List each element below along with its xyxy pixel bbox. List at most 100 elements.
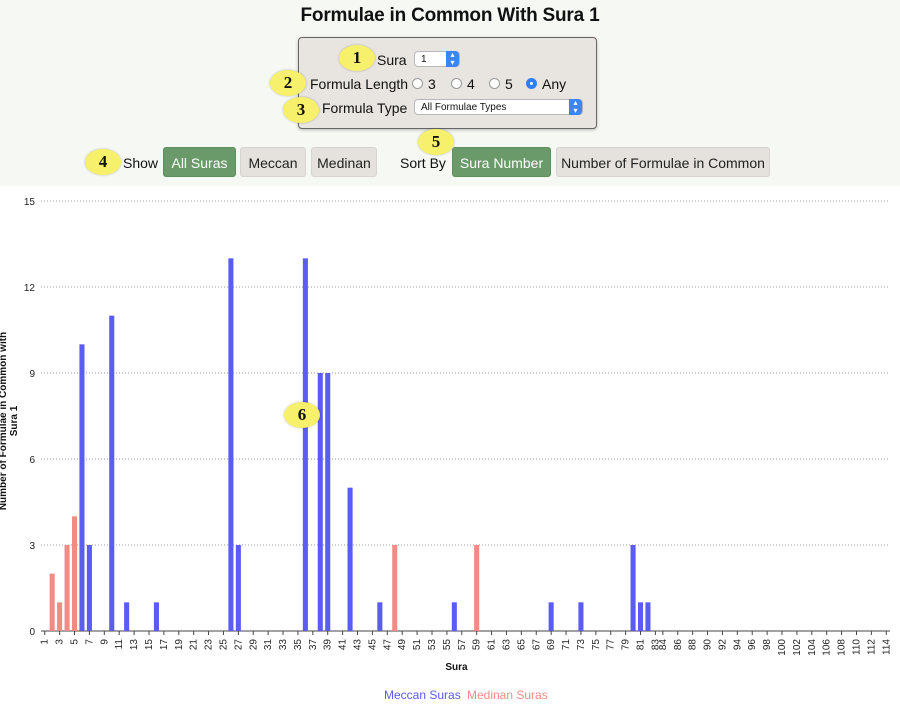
bar xyxy=(451,602,457,631)
select-arrows-icon: ▴ ▾ xyxy=(569,99,582,115)
show-medinan-button[interactable]: Medinan xyxy=(311,147,377,177)
x-tick-label: 86 xyxy=(673,639,684,651)
formula-type-label: Formula Type xyxy=(322,100,408,116)
show-label: Show xyxy=(123,155,159,171)
sura-select-value: 1 xyxy=(421,54,427,65)
badge-2: 2 xyxy=(270,70,306,96)
bar xyxy=(109,315,115,631)
bar xyxy=(235,545,241,631)
sura-select[interactable]: 1 ▴ ▾ xyxy=(414,51,460,67)
x-tick-label: 79 xyxy=(621,639,632,651)
x-tick-label: 106 xyxy=(822,639,833,656)
x-tick-label: 108 xyxy=(837,639,848,656)
bar xyxy=(377,602,383,631)
x-tick-label: 104 xyxy=(807,639,818,656)
sort-by-label: Sort By xyxy=(400,155,446,171)
show-meccan-button[interactable]: Meccan xyxy=(240,147,306,177)
bar xyxy=(548,602,554,631)
x-tick-label: 35 xyxy=(293,639,304,651)
bar xyxy=(317,373,323,631)
length-option-3: 3 xyxy=(428,76,436,92)
x-tick-label: 3 xyxy=(55,639,66,645)
badge-3: 3 xyxy=(283,97,319,123)
bar xyxy=(637,602,644,631)
x-tick-label: 17 xyxy=(159,639,170,651)
bar xyxy=(64,545,70,631)
x-tick-label: 21 xyxy=(189,639,200,651)
x-tick-label: 69 xyxy=(546,639,557,651)
show-all-suras-button[interactable]: All Suras xyxy=(163,147,236,177)
badge-6: 6 xyxy=(284,402,320,428)
badge-1: 1 xyxy=(339,45,375,71)
x-tick-label: 13 xyxy=(129,639,140,651)
bar xyxy=(79,344,85,631)
bar xyxy=(347,487,353,631)
length-radio-any[interactable] xyxy=(526,78,537,89)
length-radio-4[interactable] xyxy=(451,78,462,89)
bar xyxy=(228,258,234,631)
badge-5: 5 xyxy=(418,129,454,155)
x-tick-label: 110 xyxy=(851,639,862,655)
x-tick-label: 94 xyxy=(732,639,743,651)
length-option-4: 4 xyxy=(467,76,475,92)
length-option-any: Any xyxy=(542,76,567,92)
x-tick-label: 29 xyxy=(248,639,259,651)
x-tick-label: 55 xyxy=(442,639,453,651)
y-tick-label: 15 xyxy=(24,197,36,208)
x-tick-label: 45 xyxy=(367,639,378,651)
page-title: Formulae in Common With Sura 1 xyxy=(300,5,600,26)
bar xyxy=(630,545,636,631)
x-tick-label: 41 xyxy=(338,639,349,651)
x-tick-label: 90 xyxy=(703,639,714,651)
length-radio-3[interactable] xyxy=(412,78,423,89)
x-tick-label: 23 xyxy=(204,639,215,651)
x-tick-label: 25 xyxy=(218,639,229,651)
x-tick-label: 33 xyxy=(278,639,289,651)
y-tick-label: 6 xyxy=(29,455,35,466)
length-option-5: 5 xyxy=(505,76,513,92)
x-tick-label: 43 xyxy=(353,639,364,651)
sura-label: Sura xyxy=(377,52,407,68)
sort-formulae-count-button[interactable]: Number of Formulae in Common xyxy=(556,147,770,177)
bar xyxy=(392,545,398,631)
x-tick-label: 49 xyxy=(397,639,408,651)
bar xyxy=(57,602,63,631)
x-tick-label: 61 xyxy=(487,639,498,651)
x-tick-label: 31 xyxy=(263,639,274,651)
x-tick-label: 100 xyxy=(777,639,788,656)
x-tick-label: 5 xyxy=(70,639,81,645)
x-tick-label: 39 xyxy=(323,639,334,651)
y-tick-label: 3 xyxy=(29,541,35,552)
length-radio-5[interactable] xyxy=(489,78,500,89)
x-tick-label: 92 xyxy=(717,639,728,651)
bar xyxy=(153,602,159,631)
formula-type-value: All Formulae Types xyxy=(421,102,507,113)
x-tick-label: 88 xyxy=(688,639,699,651)
y-axis-label: Number of Formulae in Common with Sura 1 xyxy=(0,331,20,511)
bar xyxy=(71,516,78,631)
x-tick-label: 59 xyxy=(472,639,483,651)
x-tick-label: 77 xyxy=(606,639,617,651)
y-tick-label: 0 xyxy=(29,627,35,638)
bar xyxy=(325,373,331,631)
x-tick-label: 53 xyxy=(427,639,438,651)
bar xyxy=(49,573,55,631)
x-tick-label: 1 xyxy=(40,639,51,645)
select-arrows-icon: ▴ ▾ xyxy=(446,51,459,67)
sort-sura-number-button[interactable]: Sura Number xyxy=(452,147,551,177)
x-tick-label: 112 xyxy=(866,639,877,655)
x-tick-label: 47 xyxy=(382,639,393,651)
x-tick-label: 19 xyxy=(174,639,185,651)
x-tick-label: 81 xyxy=(636,639,647,651)
x-tick-label: 98 xyxy=(762,639,773,651)
x-tick-label: 84 xyxy=(658,639,669,651)
x-tick-label: 37 xyxy=(308,639,319,651)
badge-4: 4 xyxy=(85,149,121,175)
x-tick-label: 63 xyxy=(501,639,512,651)
legend-meccan: Meccan Suras xyxy=(384,688,461,702)
formula-type-select[interactable]: All Formulae Types ▴ ▾ xyxy=(414,99,583,115)
x-tick-label: 73 xyxy=(576,639,587,651)
x-tick-label: 11 xyxy=(114,639,125,650)
y-tick-label: 12 xyxy=(24,283,36,294)
